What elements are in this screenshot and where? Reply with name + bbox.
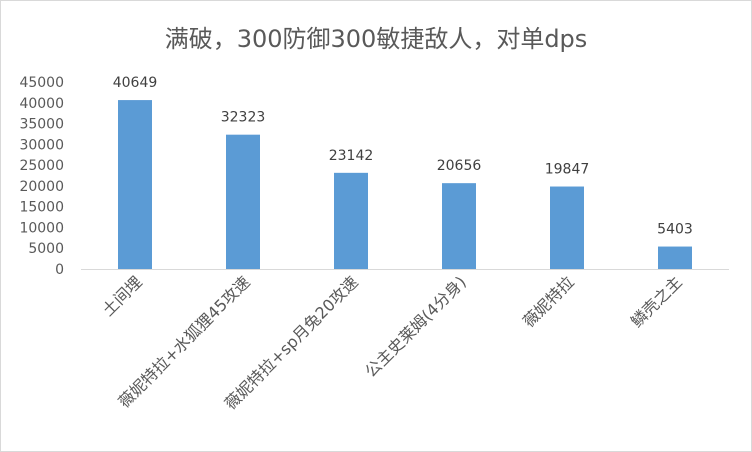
- y-tick-label: 45000: [19, 75, 64, 91]
- bar: [442, 183, 476, 269]
- y-tick-label: 5000: [28, 241, 64, 257]
- x-tick-label: 鳞壳之主: [627, 272, 686, 331]
- bar: [658, 246, 692, 269]
- data-label: 32323: [221, 110, 266, 126]
- x-tick-label: 公主史莱姆(4分身): [361, 272, 470, 381]
- data-label: 23142: [329, 148, 374, 164]
- bar: [118, 100, 152, 269]
- y-tick-label: 30000: [19, 137, 64, 153]
- data-labels: 40649 32323 23142 20656 19847 5403: [113, 75, 693, 237]
- y-tick-label: 20000: [19, 179, 64, 195]
- x-tick-label: 薇妮特拉: [519, 272, 578, 331]
- y-tick-label: 15000: [19, 200, 64, 216]
- y-axis: 0 5000 10000 15000 20000 25000 30000 35000 40000…: [19, 75, 64, 278]
- y-tick-label: 40000: [19, 96, 64, 112]
- data-label: 5403: [657, 222, 693, 238]
- y-tick-label: 35000: [19, 117, 64, 133]
- bars: [118, 100, 692, 269]
- data-label: 19847: [545, 162, 590, 178]
- bar: [334, 172, 368, 269]
- bar: [226, 134, 260, 269]
- y-tick-label: 25000: [19, 158, 64, 174]
- y-tick-label: 0: [55, 262, 64, 278]
- y-tick-label: 10000: [19, 220, 64, 236]
- chart-title: 满破，300防御300敏捷敌人，对单dps: [165, 25, 588, 53]
- bar: [550, 186, 584, 269]
- data-label: 40649: [113, 75, 158, 91]
- data-label: 20656: [437, 158, 482, 174]
- x-tick-label: 土间埋: [98, 272, 145, 319]
